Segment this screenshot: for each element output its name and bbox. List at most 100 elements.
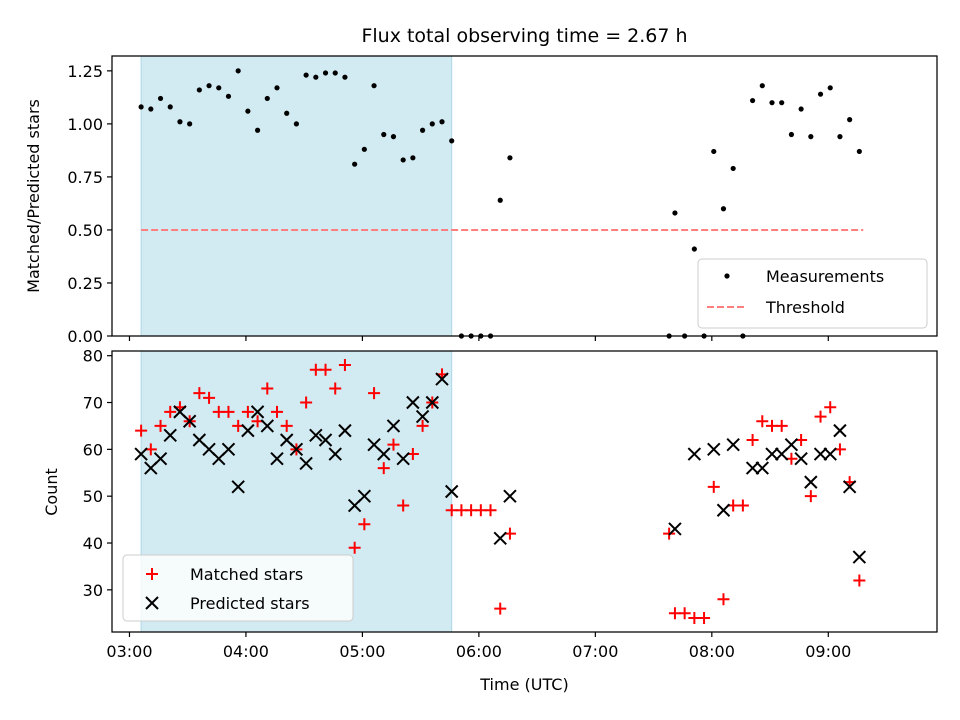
predicted-star-point bbox=[425, 395, 440, 410]
measurement-point bbox=[691, 246, 697, 252]
measurement-point bbox=[167, 104, 173, 110]
predicted-star-point bbox=[328, 447, 342, 461]
predicted-star-point bbox=[386, 419, 401, 433]
matched-star-point bbox=[203, 391, 216, 404]
measurement-point bbox=[730, 165, 736, 172]
measurement-point bbox=[788, 131, 795, 138]
matched-star-point bbox=[164, 405, 177, 418]
top-y-tick-label: 1.00 bbox=[67, 115, 103, 134]
measurement-point bbox=[322, 70, 329, 76]
matched-star-point bbox=[698, 611, 711, 624]
measurement-point bbox=[254, 127, 261, 133]
predicted-star-point bbox=[134, 447, 148, 461]
measurement-point bbox=[381, 131, 387, 138]
matched-star-point bbox=[387, 438, 400, 451]
top-observing-window-shade bbox=[140, 55, 453, 337]
x-axis-label: Time (UTC) bbox=[479, 675, 568, 694]
matched-star-point bbox=[416, 419, 429, 432]
matched-star-point bbox=[358, 518, 371, 531]
legend-matched-label: Matched stars bbox=[190, 565, 303, 584]
measurement-point bbox=[497, 197, 503, 203]
predicted-star-point bbox=[813, 447, 828, 461]
measurement-point bbox=[711, 148, 717, 155]
measurement-point bbox=[274, 85, 280, 91]
matched-star-point bbox=[319, 363, 332, 376]
predicted-star-point bbox=[716, 503, 731, 517]
predicted-star-point bbox=[707, 442, 721, 457]
measurement-point bbox=[798, 106, 804, 112]
x-tick-label: 09:00 bbox=[805, 642, 851, 661]
measurement-point bbox=[235, 68, 241, 74]
matched-star-point bbox=[241, 405, 254, 418]
predicted-star-point bbox=[842, 480, 857, 494]
legend-predicted-marker bbox=[145, 596, 159, 610]
measurement-point bbox=[157, 95, 164, 102]
bottom-y-tick-label: 70 bbox=[83, 394, 103, 413]
x-tick-label: 04:00 bbox=[223, 642, 269, 661]
predicted-star-point bbox=[182, 414, 197, 428]
measurement-point bbox=[390, 134, 397, 140]
bottom-y-tick-label: 50 bbox=[83, 487, 103, 506]
bottom-y-axis-label: Count bbox=[42, 468, 61, 516]
bottom-y-tick-label: 60 bbox=[83, 440, 103, 459]
bottom-y-tick-label: 30 bbox=[83, 581, 103, 600]
predicted-star-point bbox=[435, 372, 449, 386]
predicted-star-point bbox=[309, 428, 323, 443]
measurement-point bbox=[225, 93, 232, 99]
predicted-star-point bbox=[755, 461, 770, 475]
measurement-point bbox=[779, 100, 785, 106]
predicted-star-point bbox=[493, 531, 507, 546]
bottom-y-tick-label: 40 bbox=[83, 534, 103, 553]
bottom-legend: Matched stars Predicted stars bbox=[122, 554, 354, 622]
bottom-plot: 30 40 50 60 70 80 03:00 04:00 05:00 06:00 07:00 08… bbox=[42, 347, 938, 694]
matched-star-point bbox=[261, 382, 274, 395]
measurement-point bbox=[138, 104, 144, 110]
matched-star-point bbox=[348, 541, 361, 554]
predicted-star-point bbox=[687, 447, 702, 461]
matched-star-point bbox=[756, 415, 769, 428]
top-y-tick-label: 0.75 bbox=[67, 168, 103, 187]
matched-star-point bbox=[853, 574, 866, 587]
predicted-star-point bbox=[318, 433, 333, 447]
measurement-point bbox=[837, 134, 843, 140]
matched-star-point bbox=[222, 405, 235, 418]
predicted-star-point bbox=[357, 489, 372, 503]
matched-star-point bbox=[368, 387, 381, 400]
predicted-star-point bbox=[338, 423, 352, 438]
measurement-point bbox=[808, 134, 814, 140]
matched-star-point bbox=[494, 602, 507, 615]
matched-star-point bbox=[678, 607, 691, 620]
measurement-point bbox=[303, 72, 309, 78]
legend-threshold-label: Threshold bbox=[765, 298, 845, 317]
x-tick-label: 05:00 bbox=[339, 642, 385, 661]
measurement-point bbox=[216, 85, 222, 91]
predicted-star-point bbox=[415, 409, 430, 424]
measurement-point bbox=[817, 91, 824, 97]
predicted-star-point bbox=[726, 437, 740, 452]
matched-star-point bbox=[717, 593, 730, 606]
matched-star-point bbox=[135, 424, 148, 437]
measurement-point bbox=[187, 121, 193, 127]
bottom-y-tick-label: 80 bbox=[83, 347, 103, 366]
measurement-point bbox=[284, 110, 290, 116]
measurement-point bbox=[293, 121, 300, 127]
predicted-star-point bbox=[163, 428, 177, 443]
matched-star-point bbox=[746, 433, 759, 446]
legend-measurements-label: Measurements bbox=[766, 267, 884, 286]
measurement-point bbox=[361, 146, 367, 152]
measurement-point bbox=[720, 206, 727, 212]
predicted-star-point bbox=[260, 419, 275, 433]
matched-star-point bbox=[397, 499, 410, 512]
predicted-star-point bbox=[270, 452, 284, 466]
top-y-tick-label: 1.25 bbox=[67, 62, 103, 81]
measurement-point bbox=[352, 161, 358, 167]
predicted-star-point bbox=[250, 405, 265, 419]
measurement-point bbox=[847, 117, 853, 123]
legend-measurements-marker bbox=[724, 273, 730, 279]
top-y-tick-label: 0.00 bbox=[67, 327, 103, 346]
top-legend: Measurements Threshold bbox=[697, 258, 928, 329]
top-y-tick-label: 0.50 bbox=[67, 221, 103, 240]
matched-star-point bbox=[329, 382, 342, 395]
measurement-point bbox=[196, 87, 202, 93]
